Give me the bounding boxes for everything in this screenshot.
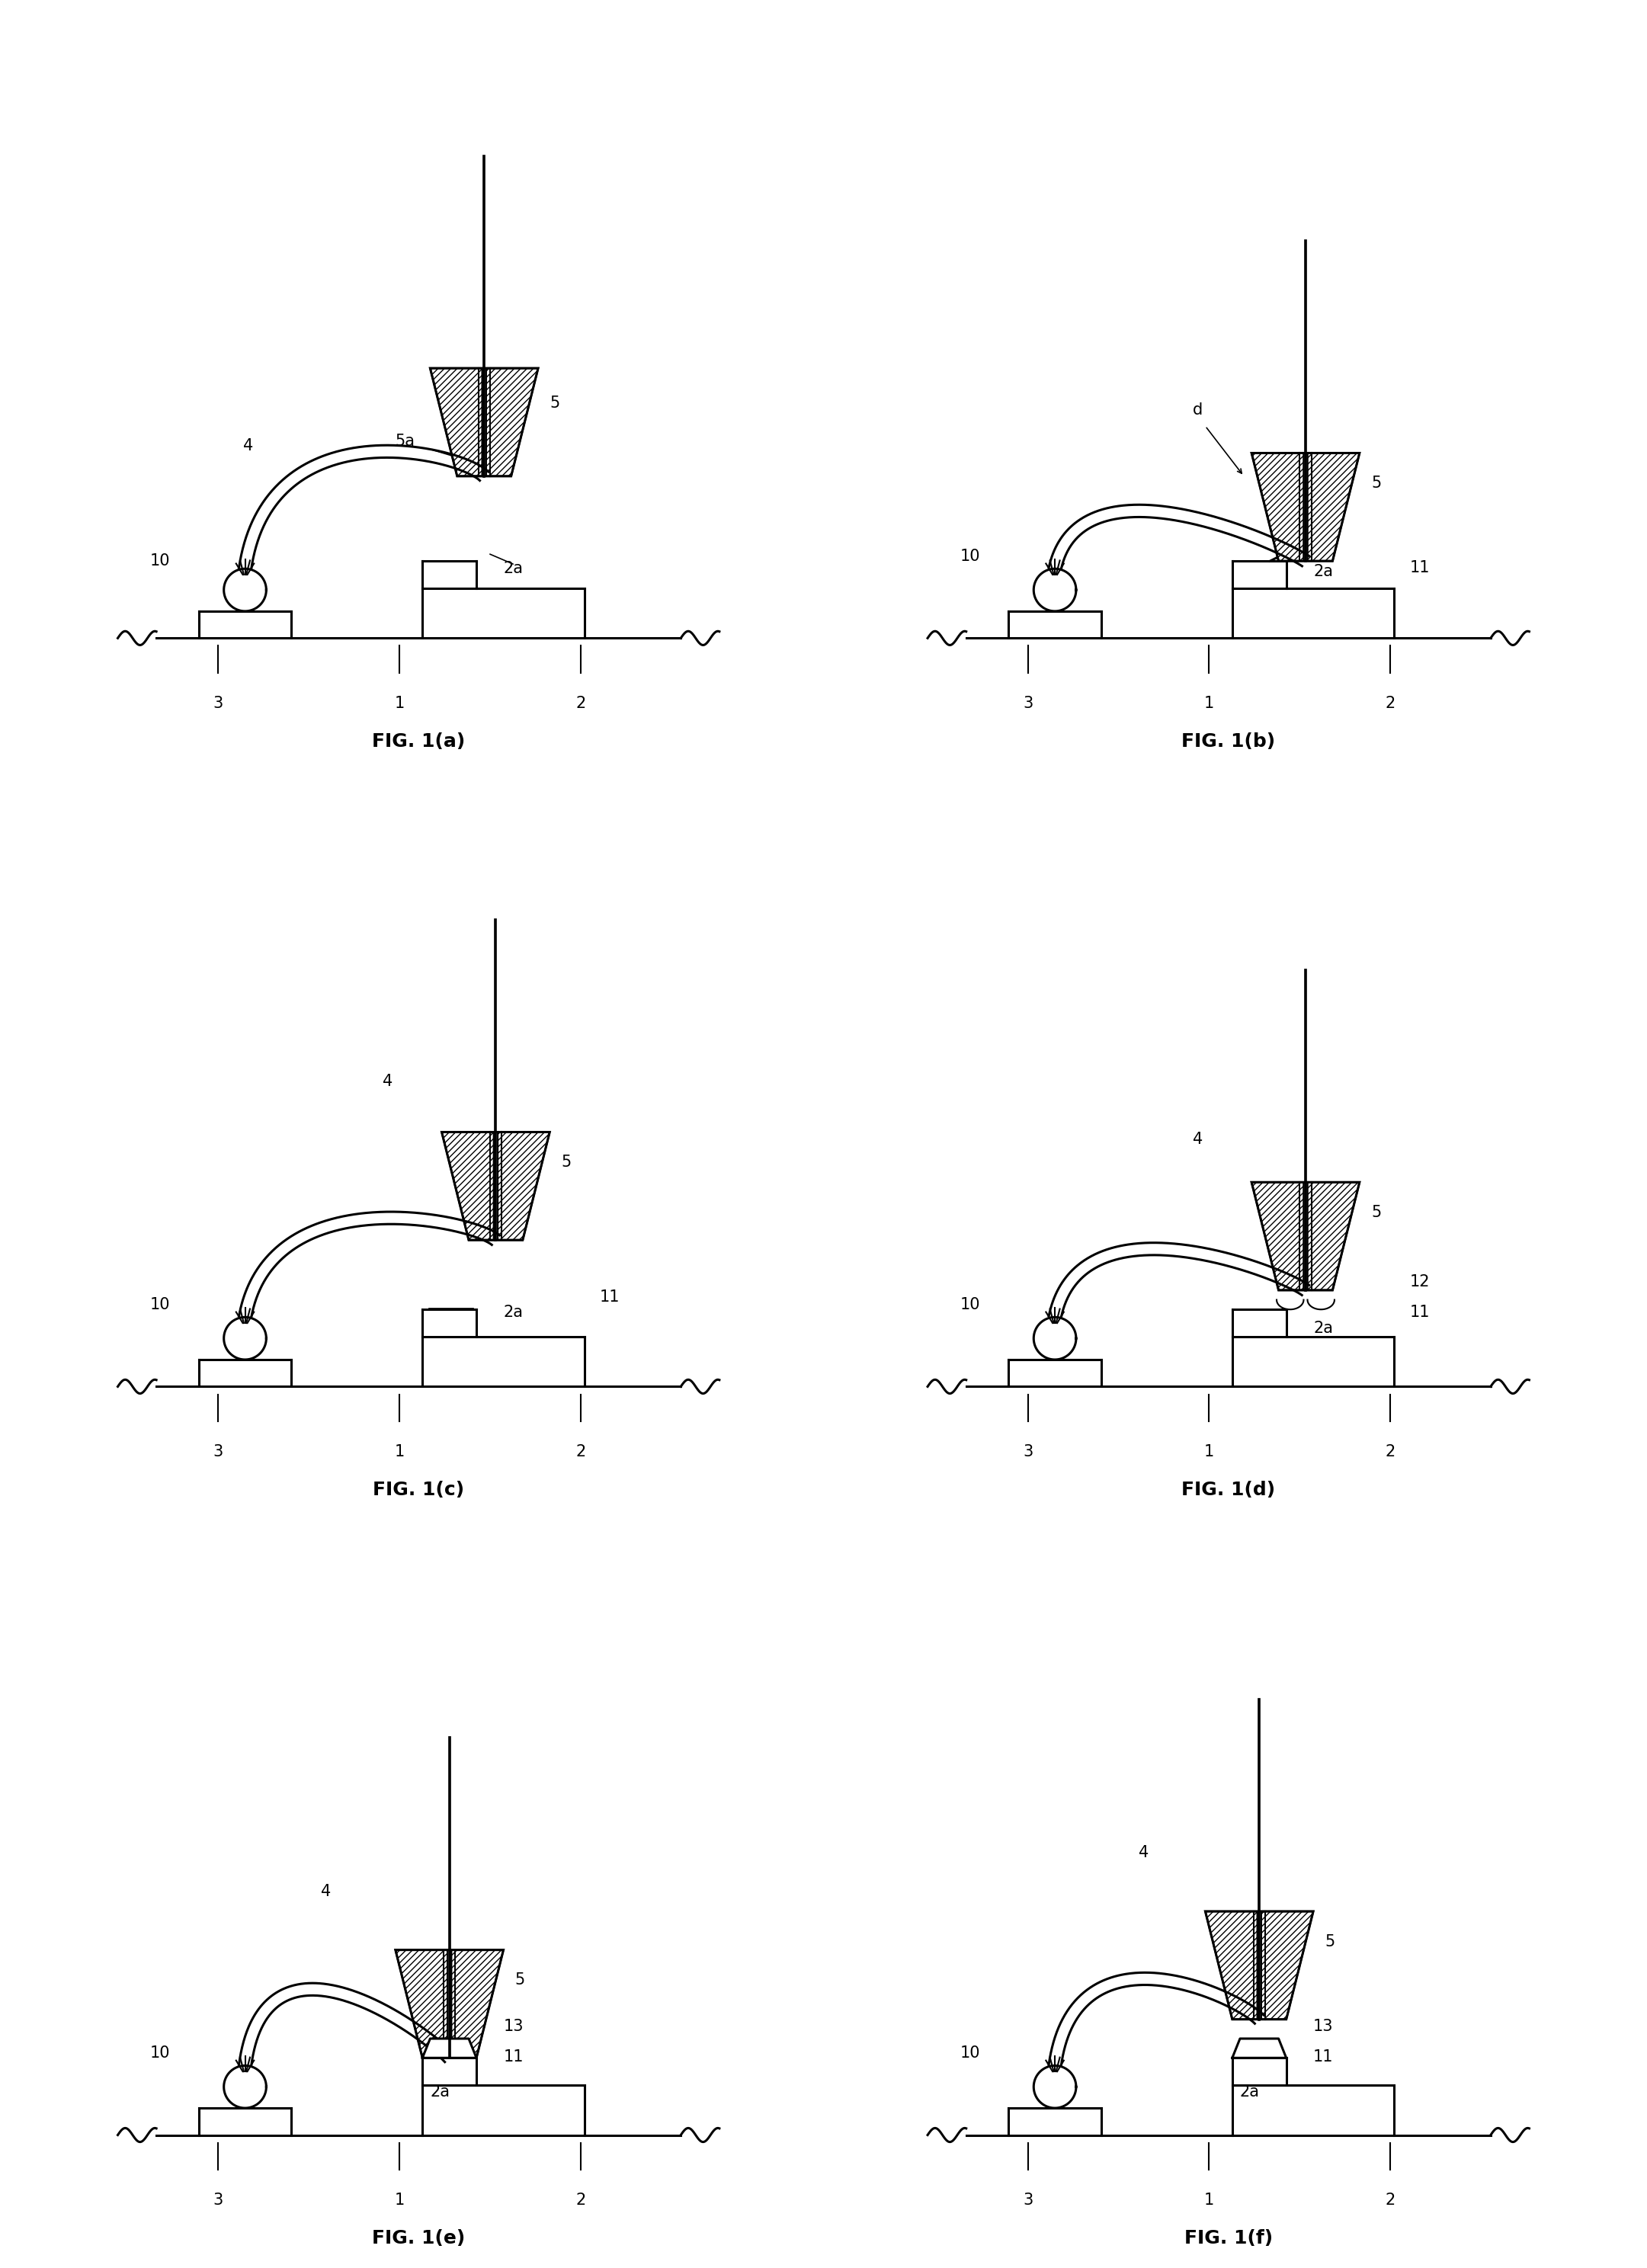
Text: 13: 13 [504,2019,524,2034]
Text: 1: 1 [394,696,405,712]
Text: FIG. 1(f): FIG. 1(f) [1184,2229,1273,2248]
Polygon shape [422,2039,476,2057]
Text: FIG. 1(d): FIG. 1(d) [1181,1481,1275,1499]
Polygon shape [1034,1318,1075,1359]
Text: 1: 1 [1204,1445,1214,1461]
Text: 1: 1 [1204,2193,1214,2209]
Text: 5: 5 [516,1973,525,1987]
Polygon shape [1034,569,1075,610]
Polygon shape [224,1318,267,1359]
Text: FIG. 1(e): FIG. 1(e) [372,2229,464,2248]
Polygon shape [1206,1912,1257,2019]
Text: 3: 3 [212,1445,222,1461]
Text: 2a: 2a [1313,1320,1332,1336]
Polygon shape [224,2066,267,2107]
Text: 3: 3 [1023,1445,1033,1461]
Text: 2a: 2a [504,560,524,576]
Polygon shape [1232,2039,1286,2057]
Polygon shape [1262,1912,1313,2019]
Text: 2: 2 [1385,696,1395,712]
Text: 10: 10 [150,553,170,569]
Text: 1: 1 [1204,696,1214,712]
Text: 1: 1 [394,1445,405,1461]
Text: 10: 10 [960,549,980,565]
Text: d: d [1192,401,1202,417]
Text: 2: 2 [1385,1445,1395,1461]
Text: FIG. 1(c): FIG. 1(c) [372,1481,464,1499]
Text: 3: 3 [1023,2193,1033,2209]
Text: 4: 4 [382,1073,392,1089]
Text: 11: 11 [1410,1304,1430,1320]
Text: 11: 11 [600,1290,619,1304]
Polygon shape [441,1132,494,1241]
Text: 5: 5 [1370,1204,1382,1220]
Polygon shape [1034,2066,1075,2107]
Text: 3: 3 [1023,696,1033,712]
Text: 5: 5 [550,395,560,411]
Text: 4: 4 [242,438,254,454]
Text: 10: 10 [960,2046,980,2062]
Text: 5: 5 [562,1154,572,1170]
Text: 2a: 2a [1240,2084,1260,2100]
Text: 10: 10 [150,2046,170,2062]
Polygon shape [1252,454,1304,560]
Text: 2a: 2a [1313,565,1332,581]
Text: 4: 4 [1270,451,1280,467]
Text: 2: 2 [575,1445,586,1461]
Text: 4: 4 [1192,1132,1202,1148]
Text: 10: 10 [960,1297,980,1313]
Text: 5: 5 [1324,1935,1336,1948]
Text: 5: 5 [1370,476,1382,490]
Polygon shape [1252,1182,1304,1290]
Text: 5a: 5a [395,433,415,449]
Text: FIG. 1(b): FIG. 1(b) [1181,733,1275,751]
Text: 4: 4 [321,1885,331,1898]
Text: 4: 4 [1138,1846,1148,1860]
Text: 2a: 2a [504,1304,524,1320]
Text: h: h [1329,526,1339,542]
Text: FIG. 1(a): FIG. 1(a) [372,733,464,751]
Text: 11: 11 [504,2050,524,2064]
Text: 11: 11 [1313,2050,1334,2064]
Polygon shape [395,1950,448,2057]
Polygon shape [451,1950,504,2057]
Polygon shape [224,569,267,610]
Text: 10: 10 [150,1297,170,1313]
Text: 3: 3 [212,2193,222,2209]
Text: 2: 2 [575,696,586,712]
Text: 2: 2 [575,2193,586,2209]
Polygon shape [497,1132,550,1241]
Text: 1: 1 [394,2193,405,2209]
Text: 2a: 2a [430,2084,450,2100]
Text: 3: 3 [212,696,222,712]
Polygon shape [486,367,539,476]
Text: 13: 13 [1313,2019,1334,2034]
Polygon shape [1308,1182,1359,1290]
Polygon shape [1308,454,1359,560]
Text: 12: 12 [1410,1275,1430,1290]
Text: 11: 11 [1410,560,1430,576]
Polygon shape [430,367,483,476]
Text: 2: 2 [1385,2193,1395,2209]
